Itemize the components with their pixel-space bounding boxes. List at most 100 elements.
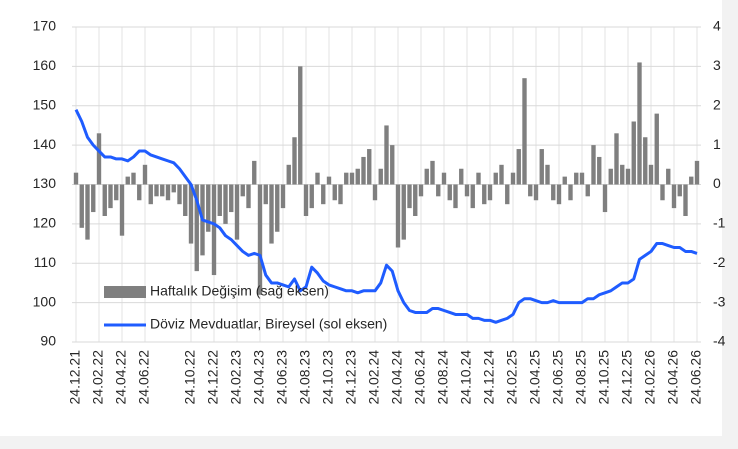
bar [493,172,498,185]
bar [142,164,148,185]
bar [648,164,654,185]
bar [280,184,286,209]
y-tick-label: 110 [34,254,57,270]
bar [539,149,544,185]
bar [292,137,297,185]
y2-tick-label: -1 [713,215,726,231]
bar [516,149,521,185]
y-tick-label: 140 [33,136,57,152]
x-tick-label: 24.12.24 [481,350,497,405]
bar [275,184,280,232]
x-tick-label: 24.10.24 [458,350,474,405]
bar [418,184,424,197]
bar [96,133,102,185]
bar [660,184,665,201]
bar [568,184,573,201]
bar [102,184,107,216]
bar [390,145,395,185]
y2-tick-label: 1 [713,136,721,152]
bar [234,184,240,240]
bar [545,164,550,185]
bar [482,184,487,205]
x-tick-label: 24.06.25 [550,350,566,405]
bar [125,176,130,185]
bar [671,184,677,209]
x-tick-label: 24.10.25 [596,350,612,405]
bar [677,184,682,197]
bar [401,184,406,240]
bar [556,184,562,205]
bar [338,184,343,205]
bar [505,184,510,205]
x-tick-label: 24.08.23 [297,350,313,405]
bar [137,184,142,201]
bar [286,164,291,185]
bar [597,156,602,185]
x-tick-label: 24.06.23 [274,350,290,405]
bar [447,184,452,201]
bar [73,172,79,185]
legend-swatch [104,286,146,298]
y2-tick-label: 0 [713,175,721,191]
y2-tick-label: 2 [713,96,721,112]
x-tick-label: 24.12.21 [67,350,83,405]
bar [551,184,556,201]
bar [683,184,688,216]
bar [689,176,694,185]
bar [171,184,176,193]
bar [666,168,671,185]
bar [459,168,464,185]
bar [522,78,527,185]
bar [643,137,648,185]
bar [344,172,349,185]
bar [332,184,337,201]
bar [131,172,136,185]
legend-label: Döviz Mevduatlar, Bireysel (sol eksen) [150,316,387,332]
bar [326,176,332,185]
x-tick-label: 24.06.26 [688,350,704,405]
bar [206,184,211,232]
x-tick-label: 24.10.22 [182,350,198,405]
bar [424,168,429,185]
x-tick-label: 24.04.26 [665,350,681,405]
x-tick-label: 24.04.24 [389,350,405,405]
bar [229,184,234,213]
x-tick-label: 24.02.26 [642,350,658,405]
bar [430,160,435,185]
bar [257,184,263,295]
bar [361,156,366,185]
bar [453,184,458,209]
bar [625,168,631,185]
bar [79,184,84,228]
bar [464,184,470,197]
y2-tick-label: 4 [713,18,721,34]
bar [355,168,360,185]
bar [165,184,171,201]
bar [413,184,418,216]
bar [602,184,608,213]
bar [591,145,596,185]
bar [217,184,222,216]
bar [470,184,475,209]
bar [499,164,504,185]
bar [177,184,182,205]
bar [574,172,579,185]
y2-tick-label: 3 [713,57,721,73]
x-tick-label: 24.02.23 [228,350,244,405]
x-tick-label: 24.04.23 [251,350,267,405]
y-tick-label: 100 [33,293,57,309]
bar [303,184,309,216]
y-tick-label: 120 [33,215,57,231]
line [74,109,698,324]
bar [160,184,165,197]
bar [183,184,188,216]
x-tick-label: 24.06.22 [136,350,152,405]
bar [85,184,90,240]
bar [407,184,412,209]
y-tick-label: 90 [40,333,56,349]
legend-label: Haftalık Değişim (sağ eksen) [150,283,329,299]
bar [579,172,585,185]
bar [654,113,659,185]
bar [246,184,251,209]
bar [309,184,314,209]
